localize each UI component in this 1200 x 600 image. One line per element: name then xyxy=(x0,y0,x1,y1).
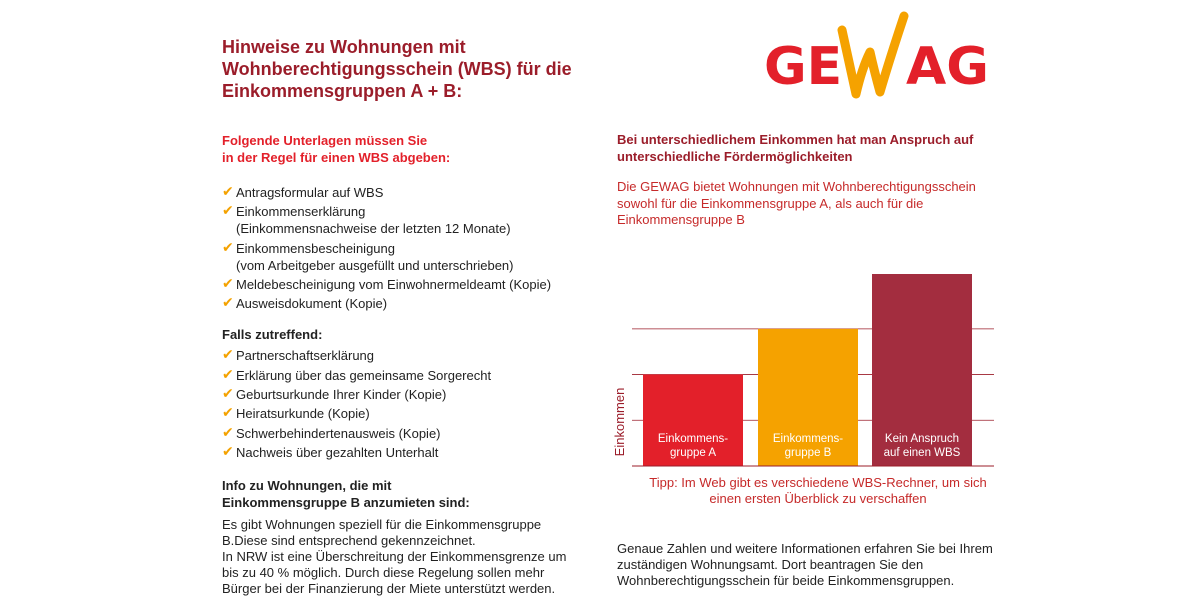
info-b-heading-line: Info zu Wohnungen, die mit xyxy=(222,478,392,494)
list-item-text: Heiratsurkunde (Kopie) xyxy=(236,406,370,422)
tip-text: Tipp: Im Web gibt es verschiedene WBS-Re… xyxy=(638,475,998,507)
checkmark-icon: ✔ xyxy=(222,365,234,382)
info-b-line: Bürger bei der Finanzierung der Miete un… xyxy=(222,581,556,597)
y-axis-label: Einkommen xyxy=(612,388,627,457)
bar-label: Einkommens- xyxy=(658,433,728,445)
logo-graphic: GE AG xyxy=(764,11,989,99)
info-b-line: B.Diese sind entsprechend gekennzeichnet… xyxy=(222,533,476,549)
bar xyxy=(643,374,743,466)
list-item-text: Partnerschaftserklärung xyxy=(236,348,375,364)
required-documents-list: ✔ Antragsformular auf WBS ✔ Einkommenserkl… xyxy=(222,183,592,312)
list-item-text: Schwerbehindertenausweis (Kopie) xyxy=(236,425,441,441)
support-intro-line: unterschiedliche Fördermöglichkeiten xyxy=(617,148,853,164)
bar-label: gruppe B xyxy=(785,447,832,459)
checkmark-icon: ✔ xyxy=(222,183,234,199)
list-item-note: (Einkommensnachweise der letzten 12 Mona… xyxy=(236,221,511,237)
offer-line: Die GEWAG bietet Wohnungen mit Wohnberec… xyxy=(617,179,976,194)
list-item-text: Meldebescheinigung vom Einwohnermeldeamt… xyxy=(236,276,552,292)
documents-heading: Folgende Unterlagen müssen Sie in der Re… xyxy=(222,132,592,166)
checkmark-icon: ✔ xyxy=(222,423,234,440)
title-line: Wohnberechtigungsschein (WBS) für die xyxy=(222,59,572,79)
support-intro-bold: Bei unterschiedlichem Einkommen hat man … xyxy=(617,132,1007,165)
list-item-text: Ausweisdokument (Kopie) xyxy=(236,296,388,312)
list-item: ✔ Heiratsurkunde (Kopie) xyxy=(222,404,592,422)
income-chart-svg: Einkommen Einkommens-gruppe A Einkommens-g… xyxy=(612,274,994,467)
bar xyxy=(758,328,858,466)
list-item-text: Einkommensbescheinigung xyxy=(236,240,395,256)
documents-heading-line: in der Regel für einen WBS abgeben: xyxy=(222,150,451,165)
info-b-line: In NRW ist eine Überschreitung der Einko… xyxy=(222,549,567,565)
list-item: ✔ Ausweisdokument (Kopie) xyxy=(222,294,592,312)
info-b-body: Es gibt Wohnungen speziell für die Einko… xyxy=(222,517,592,597)
list-item: ✔ Geburtsurkunde Ihrer Kinder (Kopie) xyxy=(222,385,592,403)
offer-line: Einkommensgruppe B xyxy=(617,212,745,227)
bar-label: Einkommens- xyxy=(773,433,843,445)
tip-line: einen ersten Überblick zu verschaffen xyxy=(709,491,927,506)
list-item: ✔ Partnerschaftserklärung xyxy=(222,346,592,364)
list-item: ✔ Schwerbehindertenausweis (Kopie) xyxy=(222,423,592,442)
checkmark-icon: ✔ xyxy=(222,238,234,255)
optional-documents-list: ✔ Partnerschaftserklärung ✔ Erklärung über… xyxy=(222,346,592,461)
checkmark-icon: ✔ xyxy=(222,274,234,291)
info-b-line: bis zu 40 % möglich. Durch diese Regelun… xyxy=(222,565,545,581)
checkmark-icon: ✔ xyxy=(222,294,234,311)
list-item: ✔ Antragsformular auf WBS xyxy=(222,183,592,201)
gewag-offer-text: Die GEWAG bietet Wohnungen mit Wohnberec… xyxy=(617,179,1007,229)
list-item-text: Antragsformular auf WBS xyxy=(236,185,384,200)
checkmark-icon: ✔ xyxy=(222,202,234,219)
checkmark-icon: ✔ xyxy=(222,404,234,421)
bar-label: auf einen WBS xyxy=(884,447,961,459)
gewag-logo: GE AG xyxy=(760,8,1000,112)
list-item-text: Nachweis über gezahlten Unterhalt xyxy=(236,444,439,460)
income-chart: Einkommen Einkommens-gruppe A Einkommens-g… xyxy=(600,262,1000,482)
list-item-note: (vom Arbeitgeber ausgefüllt und untersch… xyxy=(236,257,514,273)
info-b-line: Es gibt Wohnungen speziell für die Einko… xyxy=(222,517,542,533)
documents-heading-line: Folgende Unterlagen müssen Sie xyxy=(222,133,428,148)
list-item: ✔ Einkommensbescheinigung (vom Arbeitgeber… xyxy=(222,238,592,274)
list-item-text: Geburtsurkunde Ihrer Kinder (Kopie) xyxy=(236,387,447,403)
svg-text:AG: AG xyxy=(906,37,989,97)
checkmark-icon: ✔ xyxy=(222,346,234,363)
info-b-heading: Info zu Wohnungen, die mit Einkommensgru… xyxy=(222,477,592,511)
optional-heading: Falls zutreffend: xyxy=(222,327,323,343)
more-info-line: zuständigen Wohnungsamt. Dort beantragen… xyxy=(617,557,924,572)
list-item-text: Einkommenserklärung xyxy=(236,204,366,220)
svg-text:GE: GE xyxy=(764,37,842,97)
offer-line: sowohl für die Einkommensgruppe A, als a… xyxy=(617,195,924,211)
list-item: ✔ Erklärung über das gemeinsame Sorgerech… xyxy=(222,365,592,384)
bar-label: Kein Anspruch xyxy=(885,433,959,445)
checkmark-icon: ✔ xyxy=(222,442,234,459)
info-b-heading-line: Einkommensgruppe B anzumieten sind: xyxy=(222,495,470,511)
bar xyxy=(872,274,972,466)
support-intro: Bei unterschiedlichem Einkommen hat man … xyxy=(617,132,1007,229)
tip-line: Tipp: Im Web gibt es verschiedene WBS-Re… xyxy=(649,475,987,490)
more-info-line: Wohnberechtigungsschein für beide Einkom… xyxy=(617,573,955,588)
list-item: ✔ Nachweis über gezahlten Unterhalt xyxy=(222,442,592,461)
title-line: Einkommensgruppen A + B: xyxy=(222,81,463,101)
list-item-text: Erklärung über das gemeinsame Sorgerecht xyxy=(236,367,492,383)
support-intro-line: Bei unterschiedlichem Einkommen hat man … xyxy=(617,132,974,147)
title-line: Hinweise zu Wohnungen mit xyxy=(222,37,466,57)
checkmark-icon: ✔ xyxy=(222,385,234,402)
more-info-line: Genaue Zahlen und weitere Informationen … xyxy=(617,541,993,556)
more-info-text: Genaue Zahlen und weitere Informationen … xyxy=(617,541,1017,589)
list-item: ✔ Meldebescheinigung vom Einwohnermeldeam… xyxy=(222,274,592,293)
documents-section: Folgende Unterlagen müssen Sie in der Re… xyxy=(222,132,592,597)
page-title: Hinweise zu Wohnungen mit Wohnberechtigu… xyxy=(222,36,622,102)
list-item: ✔ Einkommenserklärung (Einkommensnachweise… xyxy=(222,202,592,237)
bar-label: gruppe A xyxy=(670,447,716,459)
